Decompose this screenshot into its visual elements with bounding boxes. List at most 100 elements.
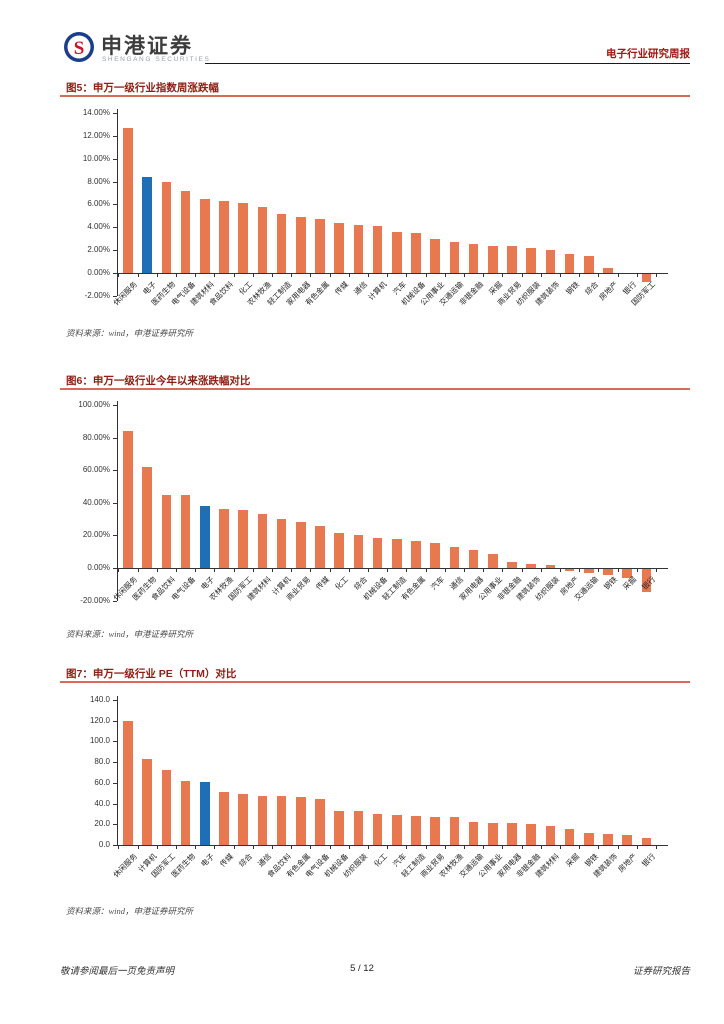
category-label: 有色金属	[284, 851, 312, 880]
x-tick-mark	[233, 274, 235, 277]
y-tick-mark	[113, 250, 117, 252]
category-label: 商业贸易	[495, 279, 524, 308]
bar	[584, 255, 594, 273]
bar	[488, 554, 498, 568]
y-tick-label: 20.00%	[82, 530, 110, 540]
bar	[257, 795, 268, 845]
x-tick-mark	[636, 846, 638, 849]
y-tick-mark	[113, 437, 117, 439]
x-tick-mark	[329, 846, 331, 849]
bar	[641, 274, 652, 282]
figure6-title: 图6：申万一级行业今年以来涨跌幅对比	[66, 375, 251, 387]
bar	[334, 810, 344, 845]
category-label: 纺织服装	[533, 574, 562, 603]
bar	[296, 521, 306, 568]
x-tick-mark	[444, 569, 446, 572]
x-tick-mark	[387, 569, 389, 572]
x-tick-mark	[233, 846, 235, 849]
x-tick-mark	[156, 846, 158, 849]
bar	[392, 815, 402, 845]
x-tick-mark	[195, 274, 197, 277]
y-tick-label: 100.00%	[78, 400, 110, 409]
x-tick-mark	[425, 569, 427, 572]
category-label: 公用事业	[476, 574, 504, 603]
y-tick-mark	[113, 824, 117, 826]
y-tick-label: 0.0	[98, 840, 110, 849]
category-label: 银行	[640, 574, 658, 592]
shengang-logo-icon: S	[63, 31, 95, 63]
bar	[449, 816, 460, 845]
y-tick-mark	[113, 535, 117, 537]
x-tick-mark	[310, 274, 312, 277]
x-tick-mark	[483, 274, 485, 277]
category-label: 房地产	[558, 574, 581, 597]
x-tick-mark	[502, 569, 504, 572]
x-tick-mark	[540, 846, 542, 849]
category-label: 轻工制造	[380, 574, 408, 603]
category-label: 家用电器	[495, 851, 524, 880]
y-tick-label: 80.00%	[82, 432, 110, 442]
category-label: 休闲服务	[111, 851, 140, 880]
bar	[180, 495, 191, 568]
category-label: 银行	[621, 279, 639, 297]
category-label: 非银金融	[495, 574, 524, 603]
category-label: 国防军工	[149, 851, 178, 880]
y-tick-label: 2.00%	[87, 245, 110, 255]
category-label: 交通运输	[572, 574, 600, 603]
x-tick-mark	[272, 274, 273, 277]
x-tick-mark	[444, 274, 446, 277]
y-tick-label: 60.0	[94, 777, 110, 787]
bar	[238, 203, 248, 273]
y-tick-label: 0.00%	[87, 563, 110, 572]
category-label: 汽车	[390, 851, 408, 869]
y-tick-label: 14.00%	[82, 107, 110, 117]
category-label: 传媒	[218, 851, 236, 869]
y-axis-line	[117, 696, 118, 845]
x-tick-mark	[464, 846, 465, 849]
x-tick-mark	[176, 569, 177, 572]
y-tick-mark	[113, 158, 117, 160]
figure5-title-underline	[60, 95, 690, 97]
category-label: 传媒	[314, 574, 332, 592]
category-label: 交通运输	[437, 279, 466, 308]
category-label: 农林牧渔	[207, 574, 236, 603]
category-label: 有色金属	[303, 279, 332, 308]
bar	[142, 466, 152, 568]
x-tick-mark	[483, 846, 485, 849]
bar	[430, 542, 440, 568]
header-divider	[205, 63, 690, 64]
category-label: 钢铁	[602, 574, 620, 592]
bar	[622, 835, 632, 845]
category-label: 纺织服装	[514, 279, 543, 308]
x-tick-mark	[656, 846, 657, 849]
y-tick-label: 6.00%	[87, 199, 110, 209]
x-tick-mark	[406, 569, 408, 572]
figure7-source-note: 资料来源：wind，申港证券研究所	[66, 906, 194, 916]
category-label: 家用电器	[284, 279, 312, 308]
category-label: 建筑装饰	[533, 279, 562, 308]
y-tick-label: 10.00%	[82, 153, 110, 163]
category-label: 有色金属	[399, 574, 428, 603]
bar	[180, 190, 191, 273]
bar	[219, 791, 229, 845]
x-tick-mark	[368, 569, 369, 572]
bar	[564, 253, 575, 273]
x-tick-mark	[540, 274, 542, 277]
y-tick-mark	[113, 782, 117, 784]
x-tick-mark	[214, 569, 216, 572]
figure6-title-underline	[60, 388, 690, 390]
category-label: 建筑装饰	[514, 574, 543, 603]
y-tick-label: 20.0	[94, 819, 110, 829]
category-label: 化工	[237, 279, 255, 297]
category-label: 公用事业	[418, 279, 447, 308]
x-tick-mark	[656, 274, 657, 277]
x-tick-mark	[521, 569, 523, 572]
bar	[161, 770, 172, 845]
bar	[219, 509, 229, 568]
y-tick-mark	[113, 803, 117, 805]
footer-disclaimer: 敬请参阅最后一页免责声明	[60, 967, 175, 977]
x-tick-mark	[252, 569, 254, 572]
x-tick-mark	[329, 569, 331, 572]
